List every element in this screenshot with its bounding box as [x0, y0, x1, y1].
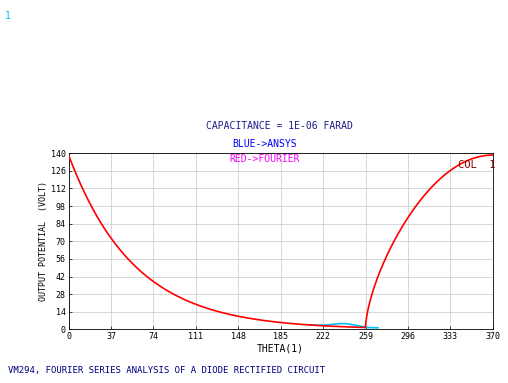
Text: VM294, FOURIER SERIES ANALYSIS OF A DIODE RECTIFIED CIRCUIT: VM294, FOURIER SERIES ANALYSIS OF A DIOD… — [8, 367, 325, 375]
Text: CAPACITANCE = 1E-06 FARAD: CAPACITANCE = 1E-06 FARAD — [206, 121, 353, 131]
Y-axis label: OUTPUT POTENTIAL  (VOLT): OUTPUT POTENTIAL (VOLT) — [39, 181, 48, 301]
Text: COL  1: COL 1 — [458, 160, 496, 170]
X-axis label: THETA(1): THETA(1) — [257, 344, 304, 354]
Text: RED->FOURIER: RED->FOURIER — [229, 154, 299, 164]
Text: BLUE->ANSYS: BLUE->ANSYS — [232, 139, 297, 149]
Text: 1: 1 — [5, 11, 11, 21]
